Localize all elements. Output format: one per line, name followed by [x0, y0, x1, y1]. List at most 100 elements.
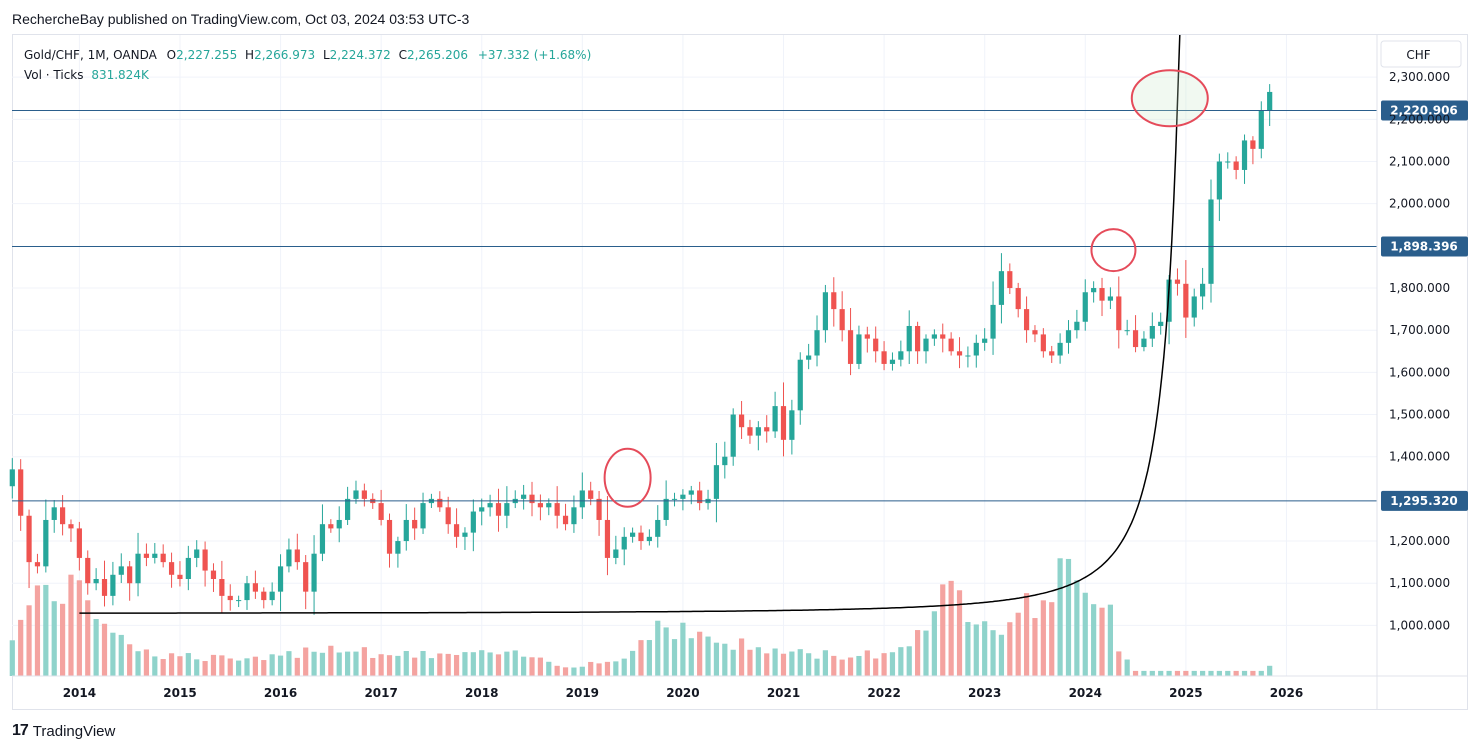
candle-body: [638, 532, 644, 542]
candle-body: [780, 406, 787, 440]
candle-body: [1124, 330, 1130, 332]
volume-bar: [185, 653, 191, 676]
candle-body: [1233, 161, 1239, 170]
candle-body: [210, 570, 217, 580]
candle-body: [51, 507, 57, 520]
volume-bar: [9, 640, 15, 676]
volume-bar: [168, 653, 175, 676]
candle-body: [504, 503, 510, 516]
volume-bar: [1166, 670, 1172, 676]
candle-body: [470, 511, 476, 533]
volume-bar: [487, 652, 493, 676]
candle-body: [1250, 140, 1256, 149]
candle-body: [462, 532, 468, 537]
volume-bar: [554, 665, 560, 676]
candle-body: [688, 490, 694, 495]
volume-bar: [755, 647, 761, 676]
x-tick-label: 2024: [1069, 686, 1102, 700]
volume-bar: [772, 648, 778, 676]
candle-body: [152, 553, 158, 558]
volume-bar: [604, 661, 611, 676]
candle-body: [328, 524, 334, 529]
volume-bar: [529, 657, 535, 676]
volume-bar: [671, 639, 678, 676]
x-tick-label: 2019: [566, 686, 599, 700]
candle-body: [319, 524, 326, 554]
y-tick-label: 1,800.000: [1389, 281, 1450, 295]
candle-body: [990, 304, 996, 339]
volume-label: Vol · Ticks: [24, 68, 84, 82]
candle-body: [596, 498, 602, 520]
candle-body: [931, 334, 937, 339]
candle-body: [1241, 140, 1248, 170]
volume-bar: [303, 647, 309, 676]
candle-body: [85, 557, 91, 584]
candle-body: [412, 519, 418, 529]
volume-bar: [152, 656, 158, 676]
tradingview-footer[interactable]: 17 TradingView: [12, 722, 115, 740]
volume-bar: [1149, 670, 1155, 676]
volume-bar: [613, 661, 619, 676]
volume-bar: [437, 653, 443, 676]
candle-body: [9, 469, 15, 487]
volume-bar: [420, 650, 426, 676]
volume-bar: [219, 655, 225, 676]
volume-bar: [546, 661, 552, 676]
y-tick-label: 2,300.000: [1389, 70, 1450, 84]
volume-bar: [646, 640, 652, 676]
volume-bar: [1074, 580, 1080, 676]
volume-bar: [705, 636, 711, 676]
candle-body: [1065, 330, 1072, 343]
highlight-circle[interactable]: [1090, 228, 1137, 273]
volume-bar: [236, 660, 242, 676]
volume-bar: [252, 656, 258, 676]
change-value: +37.332 (+1.68%): [477, 48, 592, 62]
volume-bar: [638, 640, 644, 676]
price-level-tag: [1381, 100, 1468, 121]
candle-body: [1200, 283, 1206, 297]
volume-bar: [1250, 670, 1256, 676]
volume-bar: [789, 651, 795, 676]
candle-body: [965, 355, 971, 357]
volume-bar: [34, 585, 41, 676]
highlight-circle[interactable]: [603, 447, 652, 508]
volume-bar: [479, 650, 485, 676]
x-tick-label: 2021: [767, 686, 800, 700]
candle-body: [127, 566, 133, 584]
volume-bar: [764, 653, 770, 676]
volume-bar: [747, 649, 753, 676]
ohlc-row: Gold/CHF, 1M, OANDA O2,227.255 H2,266.97…: [24, 45, 591, 65]
candle-body: [236, 600, 242, 602]
x-tick-label: 2023: [968, 686, 1001, 700]
open-label: O: [166, 48, 177, 62]
volume-bar: [462, 652, 468, 676]
candle-body: [219, 579, 225, 596]
candle-body: [135, 553, 141, 584]
candle-body: [562, 515, 569, 525]
volume-bar: [931, 611, 937, 676]
candle-body: [789, 410, 795, 440]
volume-bar: [336, 652, 342, 676]
candle-body: [537, 503, 543, 508]
volume-bar: [965, 622, 971, 676]
candle-body: [202, 549, 208, 571]
volume-bar: [1065, 558, 1072, 676]
volume-bar: [328, 645, 334, 676]
candle-body: [378, 503, 384, 520]
currency-box[interactable]: [1380, 40, 1462, 68]
candle-body: [1116, 296, 1122, 331]
volume-bar: [1191, 670, 1197, 676]
candle-body: [713, 465, 720, 499]
candle-body: [1057, 342, 1063, 356]
volume-bar: [294, 657, 300, 676]
candle-body: [973, 342, 979, 356]
volume-bar: [998, 634, 1005, 676]
candle-body: [1141, 338, 1147, 348]
candle-body: [839, 309, 845, 331]
highlight-circle[interactable]: [1130, 69, 1209, 128]
candle-body: [487, 503, 493, 508]
candle-body: [143, 553, 150, 558]
candle-body: [604, 519, 611, 558]
symbol-label: Gold/CHF, 1M, OANDA: [24, 48, 157, 62]
